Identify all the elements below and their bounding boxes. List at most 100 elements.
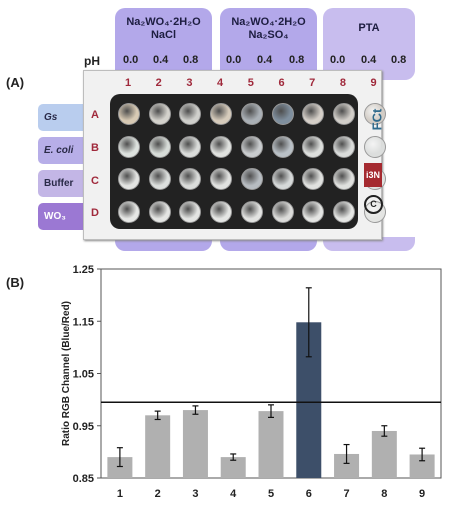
column-number: 6	[278, 77, 285, 89]
row-letter: A	[91, 109, 99, 121]
fct-logo: FCt	[369, 108, 385, 131]
ph-value: 0.0	[123, 54, 139, 66]
column-number: 2	[155, 77, 162, 89]
i3n-logo: i3N	[364, 163, 382, 187]
row-letter: D	[91, 207, 99, 219]
row-tab-gs: Gs	[38, 104, 88, 131]
panel-b-label: (B)	[6, 275, 25, 290]
ph-value: 0.8	[183, 54, 199, 66]
header-tab-line1: Na₂WO₄·2H₂O	[231, 16, 306, 28]
c-logo: C	[364, 195, 383, 214]
well-C7	[302, 168, 325, 190]
x-tick-label: 5	[268, 488, 274, 500]
well-C2	[148, 168, 171, 190]
panel-a-label: (A)	[6, 75, 25, 90]
well-D6	[271, 200, 294, 223]
well-C1	[118, 168, 140, 190]
bar-2	[145, 415, 171, 478]
y-axis-label: Ratio RGB Channel (Blue/Red)	[61, 301, 72, 446]
header-tab-nacl: Na₂WO₄·2H₂O NaCl	[115, 8, 212, 80]
y-tick-label: 0.95	[73, 421, 94, 433]
well-D4	[210, 200, 233, 223]
row-tab-buffer: Buffer	[38, 170, 88, 197]
column-number: 3	[186, 77, 193, 89]
ph-label: pH	[84, 54, 100, 68]
ph-value: 0.0	[226, 54, 242, 66]
well-A5	[240, 103, 263, 125]
ph-value: 0.8	[289, 54, 305, 66]
row-letter: C	[91, 175, 99, 187]
ph-value: 0.4	[361, 54, 377, 66]
well-B6	[271, 135, 294, 158]
well-B1	[118, 135, 140, 158]
column-number: 7	[309, 77, 316, 89]
ph-value: 0.4	[257, 54, 273, 66]
x-tick-label: 2	[155, 488, 161, 500]
y-tick-label: 0.85	[73, 473, 94, 485]
well-C6	[271, 168, 294, 190]
well-A3	[179, 103, 202, 125]
well-B9	[363, 135, 386, 158]
well-C4	[210, 168, 233, 190]
column-number: 9	[370, 77, 377, 89]
x-tick-label: 3	[192, 488, 198, 500]
row-tab-wo3: WO₃	[38, 203, 88, 230]
bar-5	[258, 411, 284, 478]
x-tick-label: 8	[381, 488, 387, 500]
column-number: 1	[124, 77, 132, 89]
header-tab-pta: PTA	[323, 8, 415, 80]
column-number: 8	[339, 77, 346, 89]
well-B7	[302, 135, 325, 158]
well-C5	[240, 168, 263, 190]
column-number: 4	[217, 77, 224, 89]
well-A1	[118, 103, 140, 125]
row-tab-ecoli: E. coli	[38, 137, 88, 164]
header-tab-line1: Na₂WO₄·2H₂O	[126, 16, 201, 28]
well-A7	[302, 103, 325, 125]
ph-value: 0.8	[391, 54, 407, 66]
x-tick-label: 7	[343, 488, 349, 500]
header-tab-tail	[115, 237, 212, 251]
bar-4	[220, 457, 246, 478]
well-D1	[118, 200, 140, 223]
header-tab-line2: NaCl	[150, 29, 177, 41]
header-tab-tail	[220, 237, 317, 251]
well-A6	[271, 103, 294, 125]
well-D7	[302, 200, 325, 223]
well-C8	[332, 168, 355, 190]
bar-8	[371, 430, 397, 478]
header-tab-line1: PTA	[358, 22, 380, 34]
ph-value: 0.4	[153, 54, 169, 66]
bar-1	[107, 457, 133, 478]
x-tick-label: 6	[306, 488, 312, 500]
header-tab-na2so4: Na₂WO₄·2H₂O Na₂SO₄	[220, 8, 317, 80]
well-B5	[240, 135, 263, 158]
well-B2	[148, 135, 171, 158]
well-A4	[210, 103, 233, 125]
column-number: 5	[247, 77, 254, 89]
y-tick-label: 1.15	[73, 316, 94, 328]
bar-3	[182, 410, 208, 478]
well-D3	[179, 200, 202, 223]
well-B3	[179, 135, 202, 158]
header-tab-line2: Na₂SO₄	[248, 29, 289, 41]
well-A9	[363, 103, 386, 125]
y-tick-label: 1.05	[73, 369, 94, 381]
x-tick-label: 4	[230, 488, 237, 500]
header-tab-tail	[323, 237, 415, 251]
well-C3	[179, 168, 202, 190]
bar-chart: 0.85 0.95 1.05 1.15 1.25 1 2 3 4 5 6 7 8 9 Ratio RGB C…	[61, 264, 442, 500]
bar-9	[409, 454, 435, 478]
row-letter: B	[91, 142, 99, 154]
x-tick-label: 9	[419, 488, 425, 500]
x-tick-label: 1	[117, 488, 123, 500]
well-D2	[148, 200, 171, 223]
y-tick-label: 1.25	[73, 264, 94, 276]
well-D5	[240, 200, 263, 223]
well-A8	[332, 103, 355, 125]
well-D8	[332, 200, 355, 223]
well-A2	[148, 103, 171, 125]
well-B8	[332, 135, 355, 158]
ph-value: 0.0	[330, 54, 346, 66]
well-B4	[210, 135, 233, 158]
